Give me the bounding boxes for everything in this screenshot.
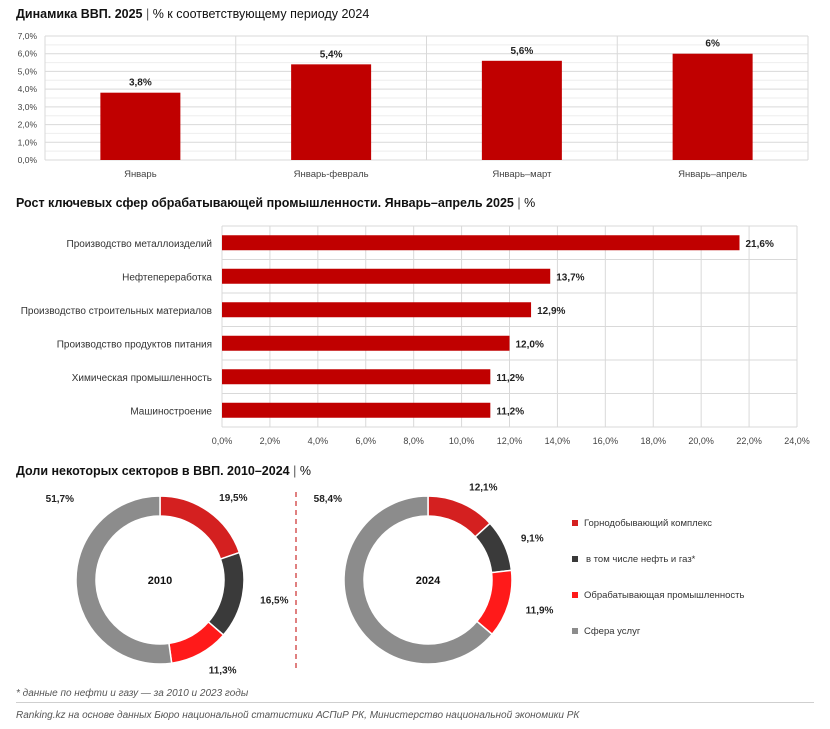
shares-title-unit: % [299,464,311,478]
gdp-title-main: Динамика ВВП. 2025 [16,7,143,21]
category-label: Производство строительных материалов [21,306,212,317]
mfg-title-unit: % [524,196,536,210]
category-label: Химическая промышленность [72,373,212,384]
donut-center-label: 2024 [416,575,441,587]
x-tick-label: 18,0% [640,436,666,446]
slice-label: 16,5% [260,595,288,606]
y-tick-label: 1,0% [18,137,38,147]
legend-label: Обрабатывающая промышленность [584,590,745,601]
gdp-title-unit: % к соответствующему периоду 2024 [152,7,370,21]
x-tick-label: 20,0% [688,436,714,446]
mfg-title-main: Рост ключевых сфер обрабатывающей промыш… [16,196,514,210]
donut-slice [475,569,513,636]
legend-swatch [572,520,578,526]
y-tick-label: 2,0% [18,120,38,130]
x-tick-label: Январь [124,169,157,180]
bar [100,92,181,160]
donut-slice [427,495,492,538]
bar [222,335,510,351]
bar [222,369,491,385]
data-label: 11,2% [496,373,524,384]
source-note: Ranking.kz на основе данных Бюро национа… [16,710,580,721]
legend-swatch [572,628,578,634]
legend-label: Горнодобывающий комплекс [584,518,712,529]
x-tick-label: Январь–апрель [678,169,747,180]
legend-swatch [572,592,578,598]
bar [222,302,532,318]
bar [481,60,562,160]
y-tick-label: 0,0% [18,155,38,165]
bar [222,235,740,251]
y-tick-label: 5,0% [18,66,38,76]
divider-line [16,702,814,703]
slice-label: 58,4% [314,494,342,505]
donut-slice [343,495,494,665]
donut-slice [168,620,225,665]
donut-slice [75,495,173,665]
bar [222,268,551,284]
y-tick-label: 3,0% [18,102,38,112]
mfg-chart-title: Рост ключевых сфер обрабатывающей промыш… [16,196,535,210]
x-tick-label: 4,0% [308,436,329,446]
x-tick-label: 16,0% [593,436,619,446]
legend-label: в том числе нефть и газ* [586,554,696,565]
x-tick-label: 22,0% [736,436,762,446]
bar [222,402,491,418]
data-label: 13,7% [556,272,584,283]
x-tick-label: Январь-февраль [294,169,369,180]
category-label: Производство металлоизделий [67,239,212,250]
y-tick-label: 4,0% [18,84,38,94]
data-label: 3,8% [129,78,152,89]
x-tick-label: 10,0% [449,436,475,446]
category-label: Производство продуктов питания [57,339,212,350]
x-tick-label: Январь–март [492,169,552,180]
legend-label: Сфера услуг [584,626,641,637]
data-label: 6% [705,39,720,50]
x-tick-label: 6,0% [355,436,376,446]
slice-label: 19,5% [219,493,247,504]
slice-label: 51,7% [46,494,74,505]
sector-share-donuts: 19,5% 16,5% 11,3% 51,7% 2010 12,1% 9,1% 11,9% 58… [46,483,745,677]
data-label: 5,4% [320,49,343,60]
x-tick-label: 0,0% [212,436,233,446]
data-label: 12,0% [516,339,544,350]
gdp-chart-title: Динамика ВВП. 2025 | % к соответствующем… [16,7,369,21]
data-label: 5,6% [510,46,533,57]
category-label: Машиностроение [130,406,212,417]
y-tick-label: 6,0% [18,49,38,59]
bar [672,53,753,160]
donut-slice [207,551,245,637]
data-label: 11,2% [496,406,524,417]
donut-center-label: 2010 [148,575,172,587]
shares-chart-title: Доли некоторых секторов в ВВП. 2010–2024… [16,464,311,478]
shares-title-main: Доли некоторых секторов в ВВП. 2010–2024 [16,464,290,478]
gdp-bar-chart: 0,0% 1,0% 2,0% 3,0% 4,0% 5,0% 6,0% 7,0% 3,8% Янва… [18,31,809,180]
x-tick-label: 8,0% [403,436,424,446]
slice-label: 11,3% [209,666,237,677]
title-separator: | [293,464,297,478]
manufacturing-hbar-chart: 0,0% 2,0% 4,0% 6,0% 8,0% 10,0% 12,0% 14,0% 16,0%… [21,225,810,446]
legend-swatch [572,556,578,562]
bar [291,64,372,160]
x-tick-label: 14,0% [545,436,571,446]
data-label: 12,9% [537,306,565,317]
x-tick-label: 24,0% [784,436,810,446]
x-tick-label: 2,0% [260,436,281,446]
category-label: Нефтепереработка [122,271,212,283]
slice-label: 9,1% [521,534,544,545]
slice-label: 11,9% [526,606,554,617]
footnote: * данные по нефти и газу — за 2010 и 202… [16,688,249,699]
data-label: 21,6% [746,239,774,250]
donut-slice [159,495,241,561]
title-separator: | [517,196,521,210]
slice-label: 12,1% [469,483,497,494]
title-separator: | [145,7,150,21]
y-tick-label: 7,0% [18,31,38,41]
x-tick-label: 12,0% [497,436,523,446]
